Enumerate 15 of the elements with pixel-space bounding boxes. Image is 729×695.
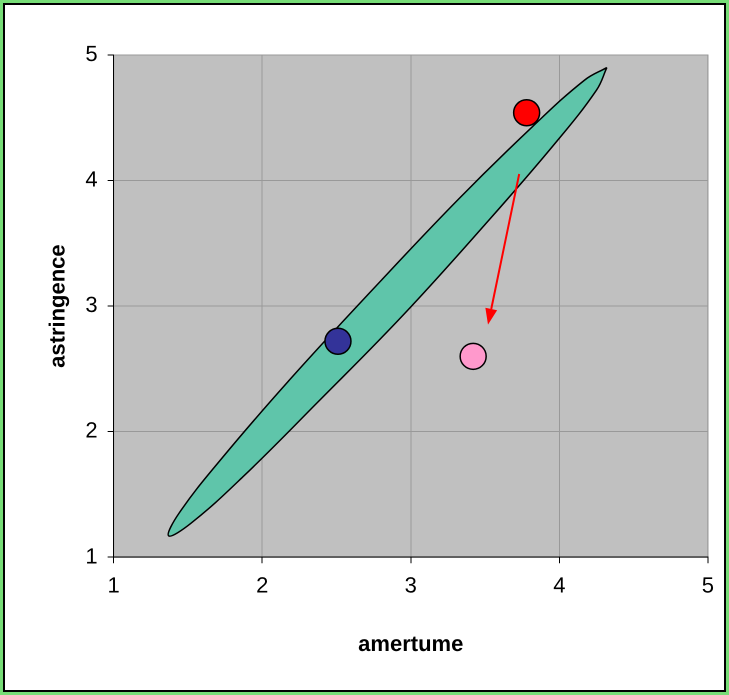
point [512,99,540,127]
y-tick-label: 1 [85,543,98,568]
point [324,328,352,356]
point [459,342,487,370]
x-tick-label: 4 [553,572,566,598]
y-tick-label: 2 [85,418,98,443]
y-axis-title: astringence [44,244,70,368]
x-tick-label: 2 [256,572,268,598]
x-axis-title: amertume [358,630,464,656]
y-tick-label: 4 [85,166,98,192]
y-tick-label: 3 [85,292,98,318]
x-tick-label: 3 [404,572,417,598]
x-tick-label: 1 [108,572,120,598]
x-tick-label: 5 [702,572,714,598]
y-tick-label: 5 [85,41,98,66]
